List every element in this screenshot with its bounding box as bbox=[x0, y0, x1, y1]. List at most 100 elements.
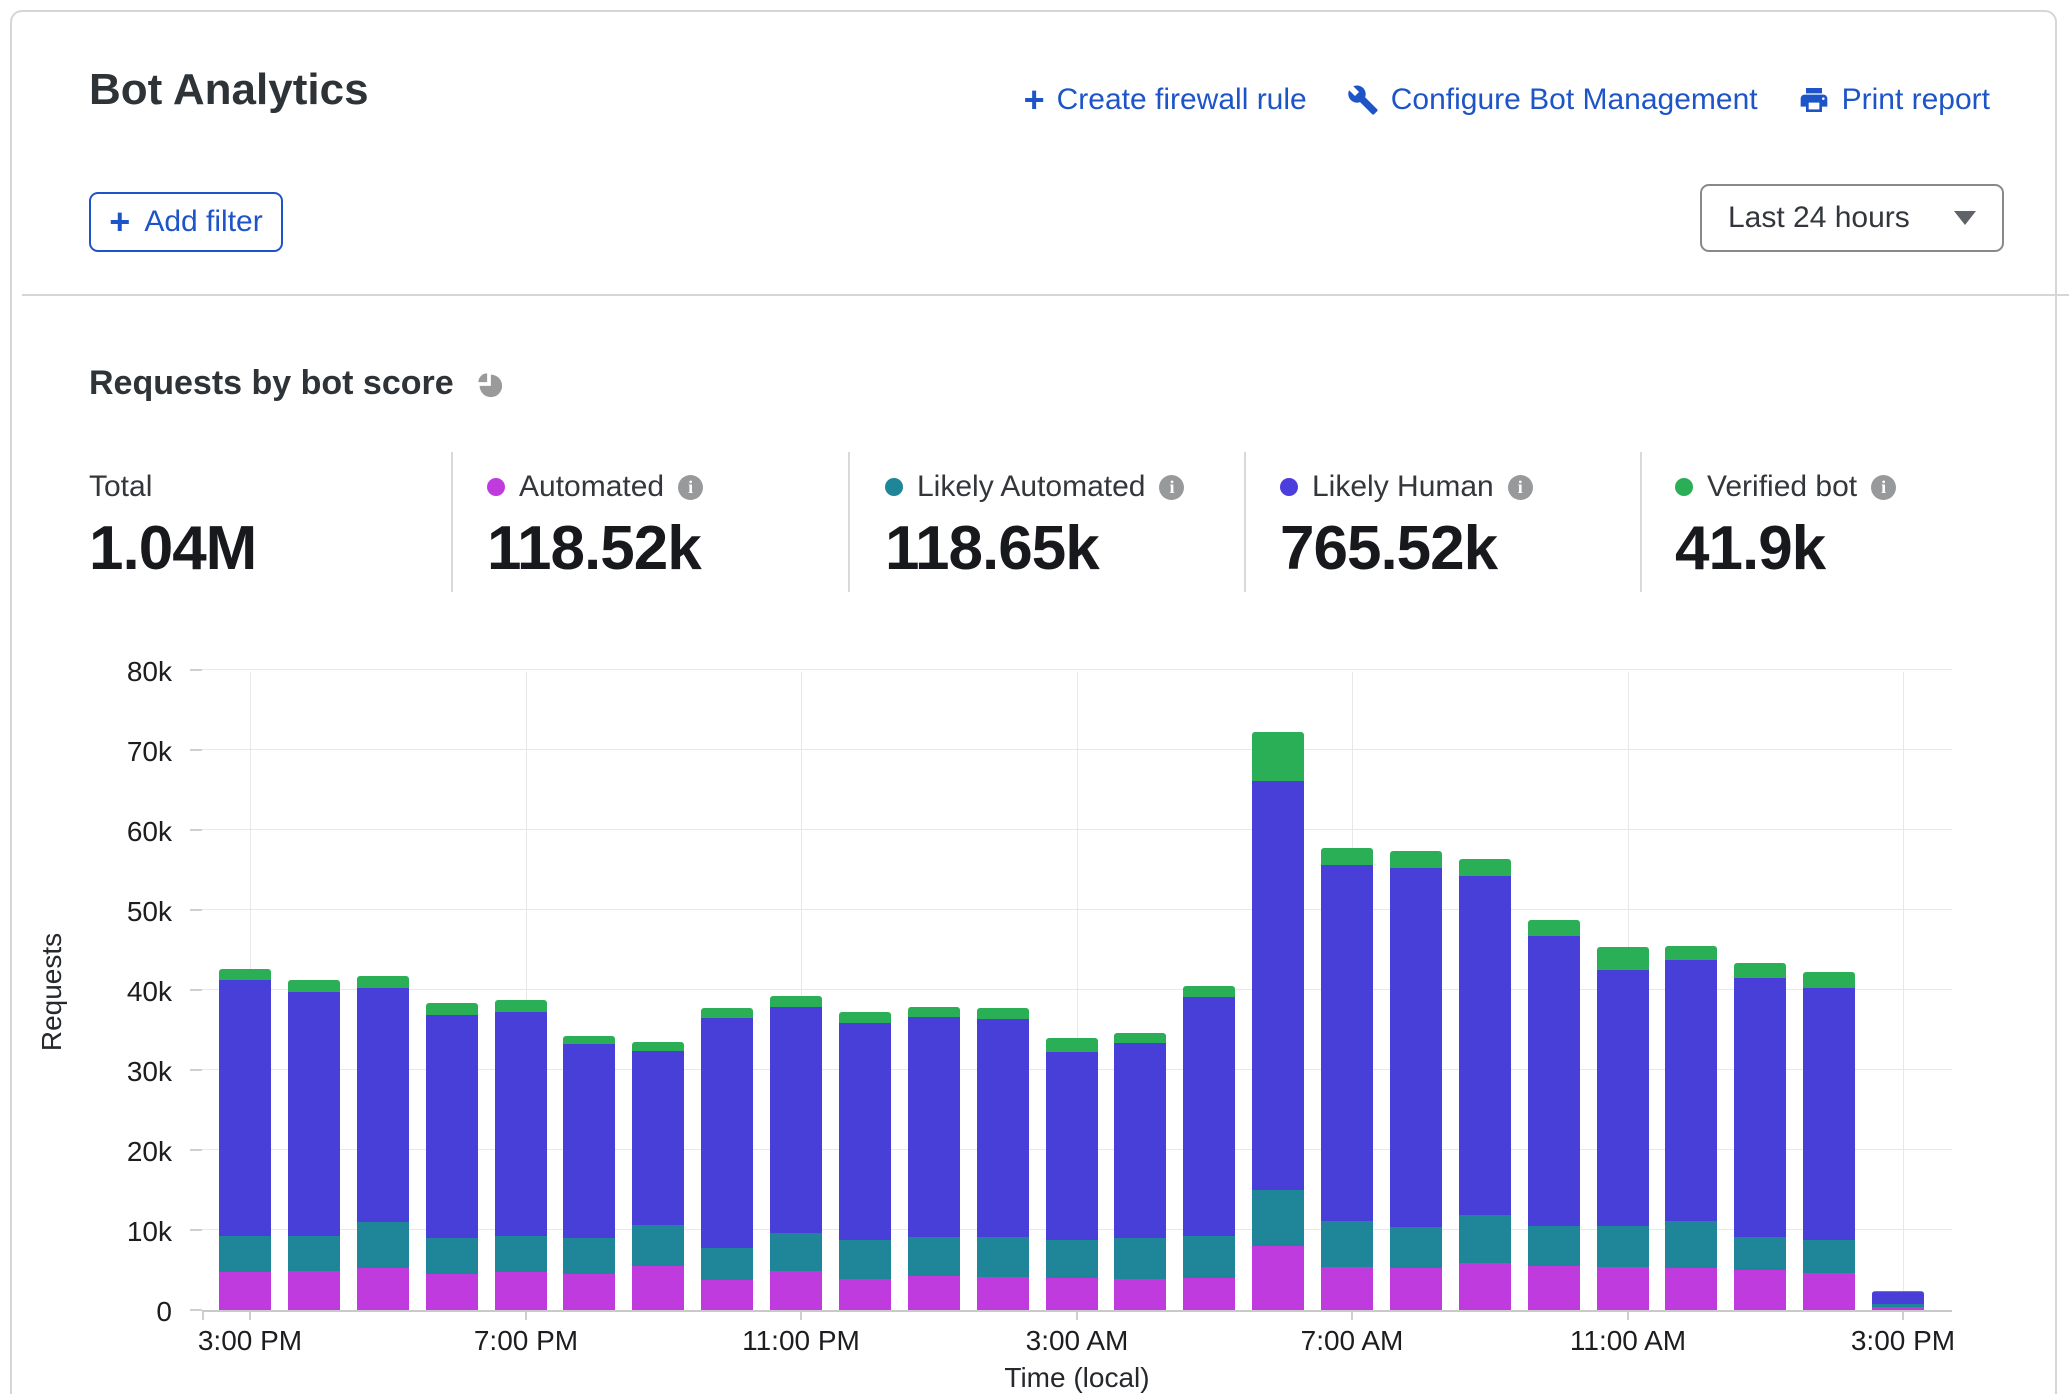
bar-5-00-am[interactable] bbox=[1183, 986, 1235, 1310]
configure-bot-management-label: Configure Bot Management bbox=[1391, 80, 1758, 120]
x-tick bbox=[202, 1312, 204, 1320]
bar-8-00-pm[interactable] bbox=[563, 1036, 615, 1310]
legend-dot-icon bbox=[1280, 478, 1298, 496]
bar-segment-verified-bot bbox=[632, 1042, 684, 1051]
plot-area bbox=[202, 672, 1952, 1312]
x-tick bbox=[1902, 1312, 1904, 1320]
bar-10-00-pm[interactable] bbox=[701, 1008, 753, 1310]
bar-segment-verified-bot bbox=[219, 969, 271, 979]
bar-segment-likely-automated bbox=[1252, 1190, 1304, 1246]
print-report-link[interactable]: Print report bbox=[1798, 80, 1990, 120]
bar-8-00-am[interactable] bbox=[1390, 851, 1442, 1310]
bar-4-00-pm[interactable] bbox=[288, 980, 340, 1310]
bar-segment-verified-bot bbox=[701, 1008, 753, 1018]
bar-segment-likely-human bbox=[632, 1051, 684, 1225]
bar-5-00-pm[interactable] bbox=[357, 976, 409, 1310]
x-axis-title: Time (local) bbox=[1004, 1362, 1149, 1394]
stat-divider bbox=[1640, 452, 1642, 592]
bar-3-00-pm[interactable] bbox=[1872, 1291, 1924, 1310]
bar-segment-verified-bot bbox=[288, 980, 340, 991]
bar-9-00-pm[interactable] bbox=[632, 1042, 684, 1310]
stat-header: Total bbox=[89, 470, 256, 504]
stat-header: Likely Human i bbox=[1280, 470, 1533, 504]
create-firewall-rule-label: Create firewall rule bbox=[1057, 80, 1307, 120]
configure-bot-management-link[interactable]: Configure Bot Management bbox=[1347, 80, 1758, 120]
bar-segment-automated bbox=[1872, 1307, 1924, 1310]
bar-segment-likely-human bbox=[219, 980, 271, 1237]
bar-4-00-am[interactable] bbox=[1114, 1033, 1166, 1310]
bar-1-00-am[interactable] bbox=[908, 1007, 960, 1310]
stat-total: Total 1.04M bbox=[89, 470, 256, 582]
bar-1-00-pm[interactable] bbox=[1734, 963, 1786, 1310]
create-firewall-rule-link[interactable]: + Create firewall rule bbox=[1024, 80, 1307, 120]
y-tick bbox=[190, 669, 202, 671]
bar-segment-likely-human bbox=[1183, 997, 1235, 1235]
y-tick-label: 0 bbox=[82, 1297, 172, 1327]
time-range-select[interactable]: Last 24 hours bbox=[1700, 184, 2004, 252]
bar-segment-verified-bot bbox=[1114, 1033, 1166, 1043]
bar-2-00-pm[interactable] bbox=[1803, 972, 1855, 1310]
bar-segment-automated bbox=[563, 1274, 615, 1310]
bar-9-00-am[interactable] bbox=[1459, 859, 1511, 1310]
bar-segment-likely-automated bbox=[495, 1236, 547, 1272]
stat-automated: Automatedi118.52k bbox=[487, 470, 703, 582]
bar-segment-verified-bot bbox=[908, 1007, 960, 1017]
bar-segment-automated bbox=[1734, 1270, 1786, 1310]
gridline bbox=[202, 669, 1952, 670]
bar-segment-verified-bot bbox=[1597, 947, 1649, 970]
bar-segment-automated bbox=[632, 1266, 684, 1310]
bar-segment-automated bbox=[1046, 1278, 1098, 1310]
bar-segment-likely-human bbox=[563, 1044, 615, 1238]
info-icon[interactable]: i bbox=[1508, 475, 1533, 500]
legend-dot-icon bbox=[1675, 478, 1693, 496]
bar-segment-likely-human bbox=[701, 1018, 753, 1248]
bar-6-00-am[interactable] bbox=[1252, 732, 1304, 1310]
y-tick-label: 50k bbox=[82, 897, 172, 927]
bar-segment-likely-automated bbox=[839, 1240, 891, 1278]
stat-likely-human: Likely Human i 765.52k bbox=[1280, 470, 1533, 582]
stat-label: Likely Human bbox=[1312, 470, 1494, 504]
bar-segment-automated bbox=[219, 1272, 271, 1310]
bar-segment-automated bbox=[1803, 1273, 1855, 1310]
bar-segment-verified-bot bbox=[426, 1003, 478, 1015]
y-tick bbox=[190, 1069, 202, 1071]
print-report-label: Print report bbox=[1842, 80, 1990, 120]
bar-segment-likely-human bbox=[1665, 960, 1717, 1221]
printer-icon bbox=[1798, 84, 1830, 116]
info-icon[interactable]: i bbox=[1159, 475, 1184, 500]
bot-analytics-page: Bot Analytics + Create firewall rule Con… bbox=[0, 0, 2070, 1394]
bar-7-00-am[interactable] bbox=[1321, 848, 1373, 1310]
x-tick bbox=[525, 1312, 527, 1320]
bar-segment-likely-automated bbox=[1114, 1238, 1166, 1279]
bar-11-00-pm[interactable] bbox=[770, 996, 822, 1310]
stat-value: 1.04M bbox=[89, 516, 256, 582]
bar-12-00-pm[interactable] bbox=[1665, 946, 1717, 1310]
bar-segment-automated bbox=[288, 1271, 340, 1310]
add-filter-button[interactable]: + Add filter bbox=[89, 192, 283, 252]
header-actions: + Create firewall rule Configure Bot Man… bbox=[1024, 80, 1990, 120]
bar-3-00-am[interactable] bbox=[1046, 1038, 1098, 1310]
x-tick-label: 3:00 AM bbox=[977, 1326, 1177, 1356]
stat-label: Likely Automated bbox=[917, 470, 1145, 504]
bar-2-00-am[interactable] bbox=[977, 1008, 1029, 1310]
bar-segment-likely-automated bbox=[1459, 1215, 1511, 1263]
gridline bbox=[1903, 672, 1904, 1310]
bar-7-00-pm[interactable] bbox=[495, 1000, 547, 1310]
bar-segment-likely-human bbox=[1046, 1052, 1098, 1240]
bar-3-00-pm[interactable] bbox=[219, 969, 271, 1310]
info-icon[interactable]: i bbox=[1871, 475, 1896, 500]
bar-6-00-pm[interactable] bbox=[426, 1003, 478, 1310]
bar-segment-likely-human bbox=[1252, 781, 1304, 1190]
bar-10-00-am[interactable] bbox=[1528, 920, 1580, 1310]
add-filter-label: Add filter bbox=[144, 205, 262, 239]
y-tick-label: 80k bbox=[82, 657, 172, 687]
bar-11-00-am[interactable] bbox=[1597, 947, 1649, 1310]
info-icon[interactable]: i bbox=[678, 475, 703, 500]
bar-segment-likely-automated bbox=[1183, 1236, 1235, 1278]
legend-dot-icon bbox=[885, 478, 903, 496]
bar-segment-verified-bot bbox=[1528, 920, 1580, 935]
bar-segment-verified-bot bbox=[1390, 851, 1442, 868]
bar-12-00-am[interactable] bbox=[839, 1012, 891, 1310]
stat-value: 765.52k bbox=[1280, 516, 1533, 582]
y-tick bbox=[190, 829, 202, 831]
